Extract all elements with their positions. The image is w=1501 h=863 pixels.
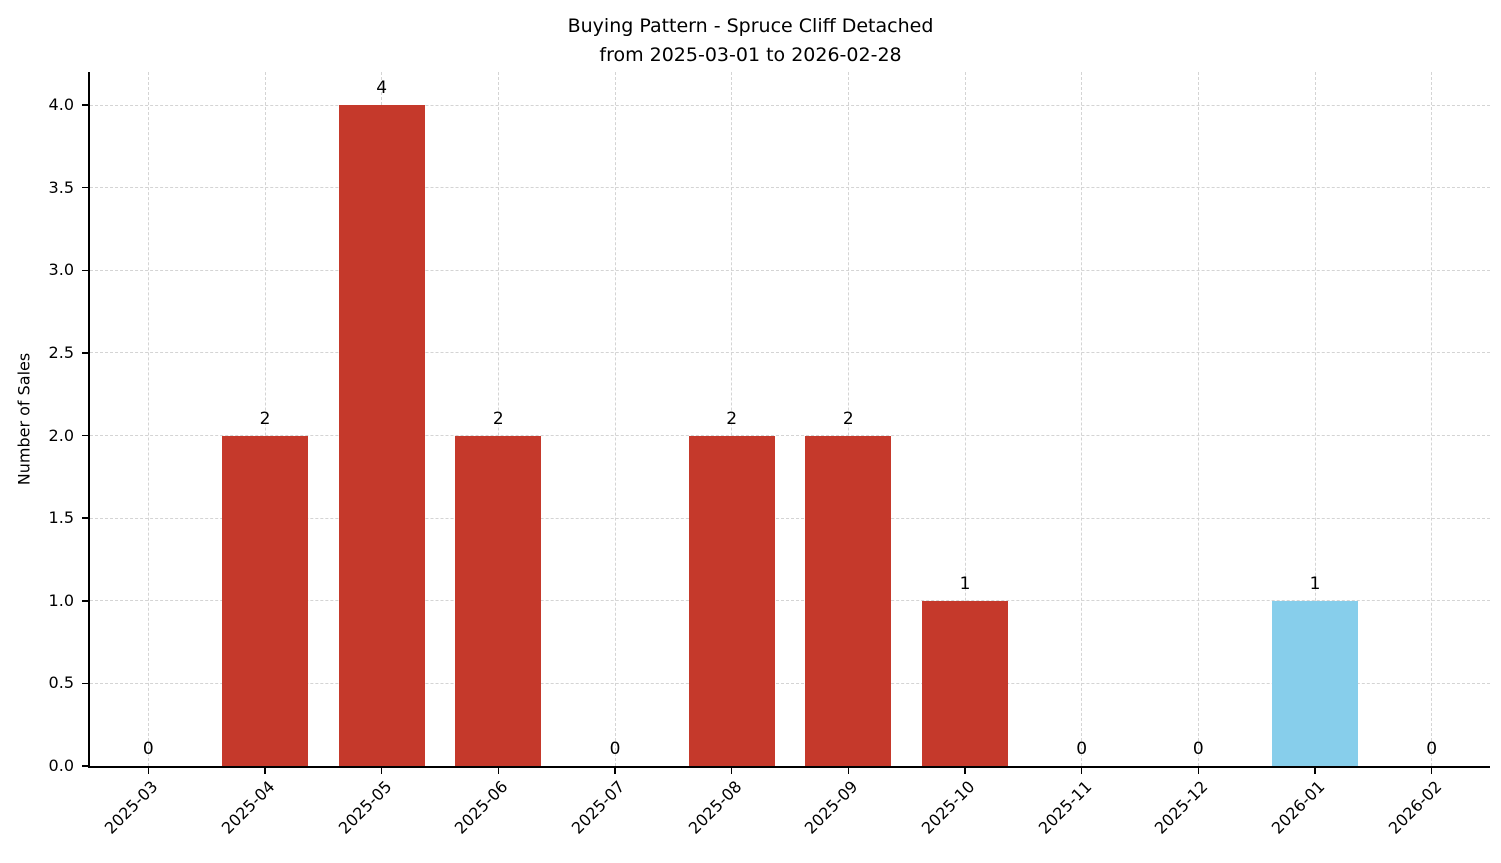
y-tick <box>82 186 90 189</box>
y-axis-label: Number of Sales <box>14 352 34 486</box>
x-tick-label: 2025-03 <box>101 777 162 838</box>
y-tick-label: 0.0 <box>48 756 74 775</box>
grid-line-vertical <box>1314 72 1316 766</box>
grid-line-horizontal <box>90 269 1490 271</box>
grid-line-horizontal <box>90 435 1490 437</box>
x-tick <box>964 766 966 774</box>
x-tick <box>497 766 500 774</box>
y-tick <box>82 434 90 437</box>
x-tick <box>614 766 616 774</box>
x-tick <box>1080 766 1083 774</box>
bar-value-label: 1 <box>959 573 971 594</box>
x-tick <box>380 766 383 774</box>
grid-line-horizontal <box>90 682 1490 684</box>
grid-line-vertical <box>264 72 266 766</box>
y-tick <box>82 104 90 106</box>
x-tick <box>1430 766 1433 774</box>
y-tick-label: 3.5 <box>48 177 74 197</box>
x-tick-label: 2025-08 <box>684 777 746 838</box>
x-axis-spine <box>88 766 1490 768</box>
grid-line-vertical <box>614 72 616 766</box>
bar-value-label: 0 <box>609 739 621 759</box>
x-tick <box>264 766 266 774</box>
y-axis-spine <box>88 72 90 768</box>
bar-value-label: 4 <box>376 78 388 99</box>
x-tick-label: 2025-11 <box>1034 777 1096 838</box>
grid-line-vertical <box>1081 72 1083 766</box>
x-tick-label: 2026-02 <box>1384 777 1446 838</box>
bar-value-label: 2 <box>842 408 854 429</box>
x-tick <box>730 766 733 774</box>
y-tick-label: 1.0 <box>48 590 74 610</box>
bar-value-label: 2 <box>492 408 504 429</box>
bar <box>922 600 1008 766</box>
y-tick-label: 1.5 <box>48 508 74 528</box>
x-tick <box>147 766 150 774</box>
y-tick-label: 0.5 <box>48 673 74 693</box>
x-tick-label: 2026-01 <box>1267 777 1329 838</box>
x-tick <box>1197 766 1200 774</box>
x-tick-label: 2025-05 <box>334 777 396 838</box>
bar <box>338 105 425 766</box>
x-tick-label: 2025-06 <box>451 777 512 838</box>
x-tick-label: 2025-07 <box>567 777 629 838</box>
y-tick-label: 2.0 <box>48 425 74 445</box>
y-tick-label: 4.0 <box>48 95 74 115</box>
grid-line-vertical <box>731 72 733 766</box>
grid-line-vertical <box>1197 72 1199 766</box>
x-tick-label: 2025-04 <box>217 777 279 838</box>
y-tick <box>82 600 90 602</box>
bar-value-label: 0 <box>1192 739 1204 759</box>
bar <box>688 435 775 766</box>
grid-line-vertical <box>1431 72 1433 766</box>
grid-line-horizontal <box>90 104 1490 106</box>
bar <box>222 435 308 766</box>
x-tick <box>847 766 850 774</box>
grid-line-horizontal <box>90 187 1490 189</box>
grid-line-vertical <box>147 72 149 766</box>
bar-value-label: 2 <box>259 408 271 429</box>
bar-value-label: 1 <box>1309 573 1321 594</box>
bar <box>1272 600 1358 766</box>
y-tick <box>82 352 90 354</box>
y-tick <box>82 269 90 272</box>
bar <box>805 435 892 766</box>
grid-line-vertical <box>847 72 849 766</box>
y-tick-label: 2.5 <box>48 342 74 362</box>
grid-line-horizontal <box>90 352 1490 354</box>
bar-value-label: 0 <box>1076 739 1088 759</box>
bar-value-label: 2 <box>726 408 738 429</box>
chart-subtitle: from 2025-03-01 to 2026-02-28 <box>599 44 902 67</box>
x-tick-label: 2025-12 <box>1151 777 1212 838</box>
grid-line-horizontal <box>90 600 1490 602</box>
grid-line-horizontal <box>90 517 1490 519</box>
y-tick <box>82 682 90 685</box>
grid-line-vertical <box>497 72 499 766</box>
grid-line-vertical <box>964 72 966 766</box>
y-tick <box>82 765 90 767</box>
plot-area: 0.0 0.5 1.0 1.5 2.0 2.5 3.0 3.5 4.0 2025-03 2025-0… <box>49 72 1490 838</box>
y-tick <box>82 517 90 519</box>
chart-title-block: Buying Pattern - Spruce Cliff Detached f… <box>0 12 1501 71</box>
bar-value-label: 0 <box>1426 739 1438 759</box>
chart-title: Buying Pattern - Spruce Cliff Detached <box>567 15 934 37</box>
x-tick <box>1314 766 1316 774</box>
x-tick-label: 2025-09 <box>801 777 862 838</box>
bar <box>455 435 542 766</box>
y-tick-label: 3.0 <box>48 260 74 280</box>
bar-value-label: 0 <box>142 739 154 759</box>
x-tick-label: 2025-10 <box>917 777 979 838</box>
